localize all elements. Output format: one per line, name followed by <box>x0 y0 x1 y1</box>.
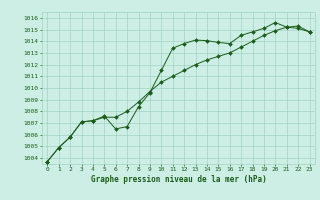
X-axis label: Graphe pression niveau de la mer (hPa): Graphe pression niveau de la mer (hPa) <box>91 175 266 184</box>
